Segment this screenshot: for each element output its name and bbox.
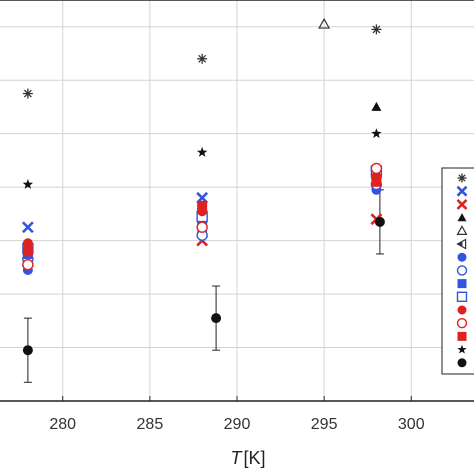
square-filled-marker [457, 331, 467, 341]
x-tick-labels: 280 285 290 295 300 [49, 416, 424, 433]
triangle-open-marker [318, 17, 331, 29]
triangle-filled-marker [371, 101, 382, 111]
circle-filled-marker [22, 345, 33, 356]
x-axis-unit: [K] [243, 448, 265, 468]
star-marker [196, 146, 208, 157]
x-axis-symbol: T [230, 448, 243, 468]
triangle-left-open-marker-fill [457, 241, 463, 247]
asterisk-marker [197, 53, 208, 64]
circle-filled-marker [457, 305, 467, 315]
triangle-left-open-marker [456, 238, 467, 250]
data-markers [21, 17, 385, 356]
square-open-marker [456, 291, 468, 302]
circle-open-marker [456, 265, 468, 276]
square-filled-marker [22, 246, 33, 257]
circle-filled-marker [374, 216, 385, 227]
circle-filled-marker [211, 313, 222, 324]
x-tick-label: 295 [311, 416, 338, 433]
asterisk-marker [371, 24, 382, 35]
x-marker [21, 221, 34, 234]
circle-open-marker [196, 221, 208, 233]
legend [441, 167, 474, 375]
triangle-filled-marker [457, 213, 467, 222]
x-tick-label: 285 [137, 416, 164, 433]
x-tick-label: 280 [49, 416, 76, 433]
square-filled-marker [371, 176, 382, 187]
grid-lines [0, 0, 474, 401]
square-filled-marker [197, 200, 208, 211]
star-marker [457, 344, 467, 354]
x-marker [456, 198, 468, 210]
circle-open-marker [456, 318, 468, 329]
circle-filled-marker [457, 252, 467, 262]
circle-open-marker [22, 258, 34, 271]
circle-filled-marker [22, 238, 33, 249]
circle-filled-marker [457, 358, 467, 368]
circle-open-marker [370, 162, 383, 175]
triangle-open-marker [456, 225, 468, 235]
x-tick-label: 300 [398, 416, 425, 433]
x-tick-label: 290 [224, 416, 251, 433]
asterisk-marker [22, 88, 33, 99]
star-marker [22, 179, 34, 189]
square-filled-marker [457, 279, 467, 289]
star-marker [371, 128, 382, 139]
x-axis-title: T [K] [230, 448, 265, 468]
plot-frame [0, 0, 474, 402]
x-marker [456, 185, 468, 197]
asterisk-marker [457, 173, 467, 183]
